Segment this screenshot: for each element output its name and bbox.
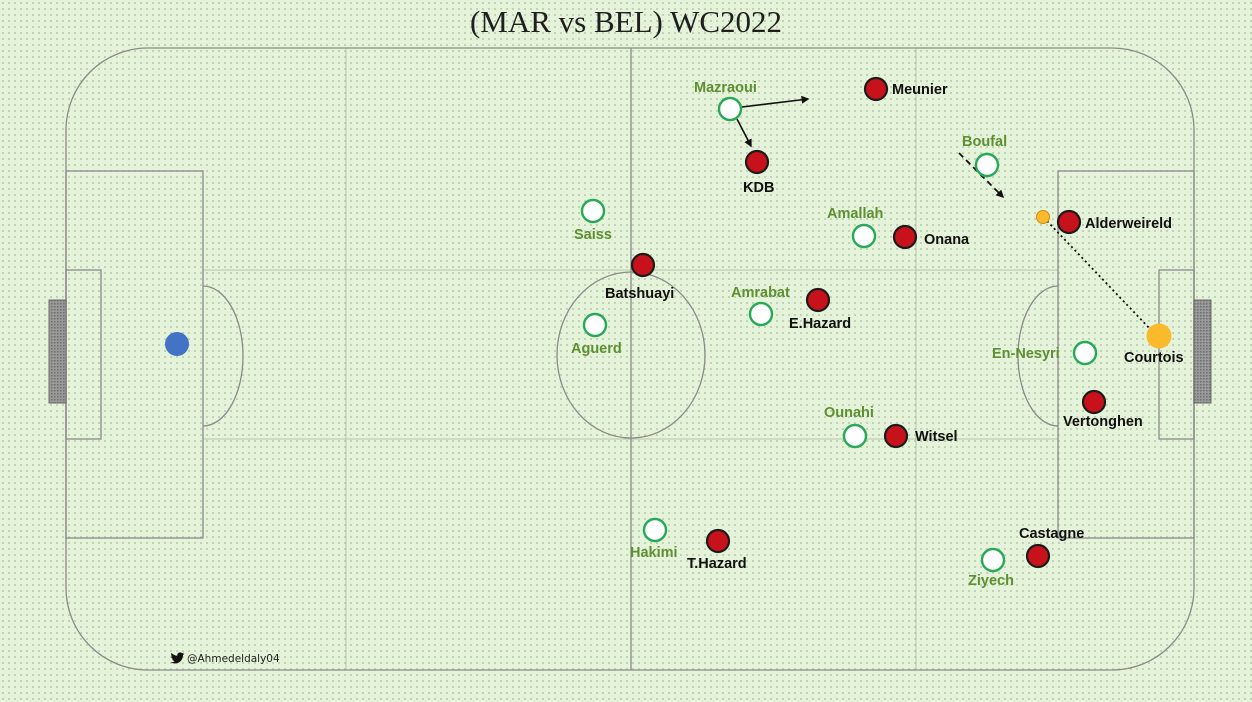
belgium-player-onana: [892, 224, 918, 250]
morocco-player-mazraoui: [717, 96, 743, 122]
morocco-player-en-nesyri: [1072, 340, 1098, 366]
player-label-amallah: Amallah: [827, 206, 883, 222]
pass-line: [1046, 220, 1153, 332]
player-label-kdb: KDB: [743, 180, 774, 196]
player-label-amrabat: Amrabat: [731, 285, 790, 301]
belgium-player-e-hazard: [805, 287, 831, 313]
goal-net-icon: [1193, 299, 1212, 404]
diagram-title: (MAR vs BEL) WC2022: [469, 4, 782, 39]
player-label-aguerd: Aguerd: [571, 341, 622, 357]
player-label-hakimi: Hakimi: [630, 545, 678, 561]
morocco-player-amrabat: [748, 301, 774, 327]
player-label-alderweireld: Alderweireld: [1085, 216, 1172, 232]
morocco-player-ounahi: [842, 423, 868, 449]
center-circle: [556, 271, 706, 439]
morocco-player-ziyech: [980, 547, 1006, 573]
credit-handle: @Ahmedeldaly04: [170, 652, 280, 665]
twitter-bird-icon: [170, 652, 185, 664]
player-label-en-nesyri: En-Nesyri: [992, 346, 1060, 362]
left-six-yard-box: [65, 269, 102, 440]
belgium-player-t-hazard: [705, 528, 731, 554]
player-label-ounahi: Ounahi: [824, 405, 874, 421]
player-label-saiss: Saiss: [574, 227, 612, 243]
reference-marker: [165, 332, 189, 356]
left-penalty-arc: [202, 285, 244, 427]
belgium-player-alderweireld: [1056, 209, 1082, 235]
player-label-courtois: Courtois: [1124, 350, 1184, 366]
player-label-e-hazard: E.Hazard: [789, 316, 851, 332]
belgium-player-castagne: [1025, 543, 1051, 569]
run-arrow: [736, 118, 752, 148]
player-label-mazraoui: Mazraoui: [694, 80, 757, 96]
ball: [1036, 210, 1050, 224]
morocco-player-aguerd: [582, 312, 608, 338]
morocco-player-boufal: [974, 152, 1000, 178]
morocco-player-saiss: [580, 198, 606, 224]
run-arrow: [741, 95, 810, 108]
belgium-player-meunier: [863, 76, 889, 102]
player-label-boufal: Boufal: [962, 134, 1007, 150]
player-label-vertonghen: Vertonghen: [1063, 414, 1143, 430]
belgium-player-kdb: [744, 149, 770, 175]
player-label-witsel: Witsel: [915, 429, 958, 445]
credit-text: @Ahmedeldaly04: [187, 652, 280, 665]
morocco-player-hakimi: [642, 517, 668, 543]
belgium-player-courtois: [1146, 323, 1172, 349]
belgium-player-witsel: [883, 423, 909, 449]
player-label-ziyech: Ziyech: [968, 573, 1014, 589]
goal-net-icon: [48, 299, 67, 404]
morocco-players: Mazraoui Boufal Saiss Amallah Amrabat Ag…: [571, 80, 1098, 589]
player-label-meunier: Meunier: [892, 82, 948, 98]
player-label-onana: Onana: [924, 232, 970, 248]
belgium-players: Meunier KDB Alderweireld Onana Batshuayi…: [605, 76, 1172, 572]
belgium-player-batshuayi: [630, 252, 656, 278]
player-label-castagne: Castagne: [1019, 526, 1084, 542]
player-label-t-hazard: T.Hazard: [687, 556, 747, 572]
belgium-player-vertonghen: [1081, 389, 1107, 415]
morocco-player-amallah: [851, 223, 877, 249]
right-penalty-arc: [1017, 285, 1059, 427]
player-label-batshuayi: Batshuayi: [605, 286, 674, 302]
